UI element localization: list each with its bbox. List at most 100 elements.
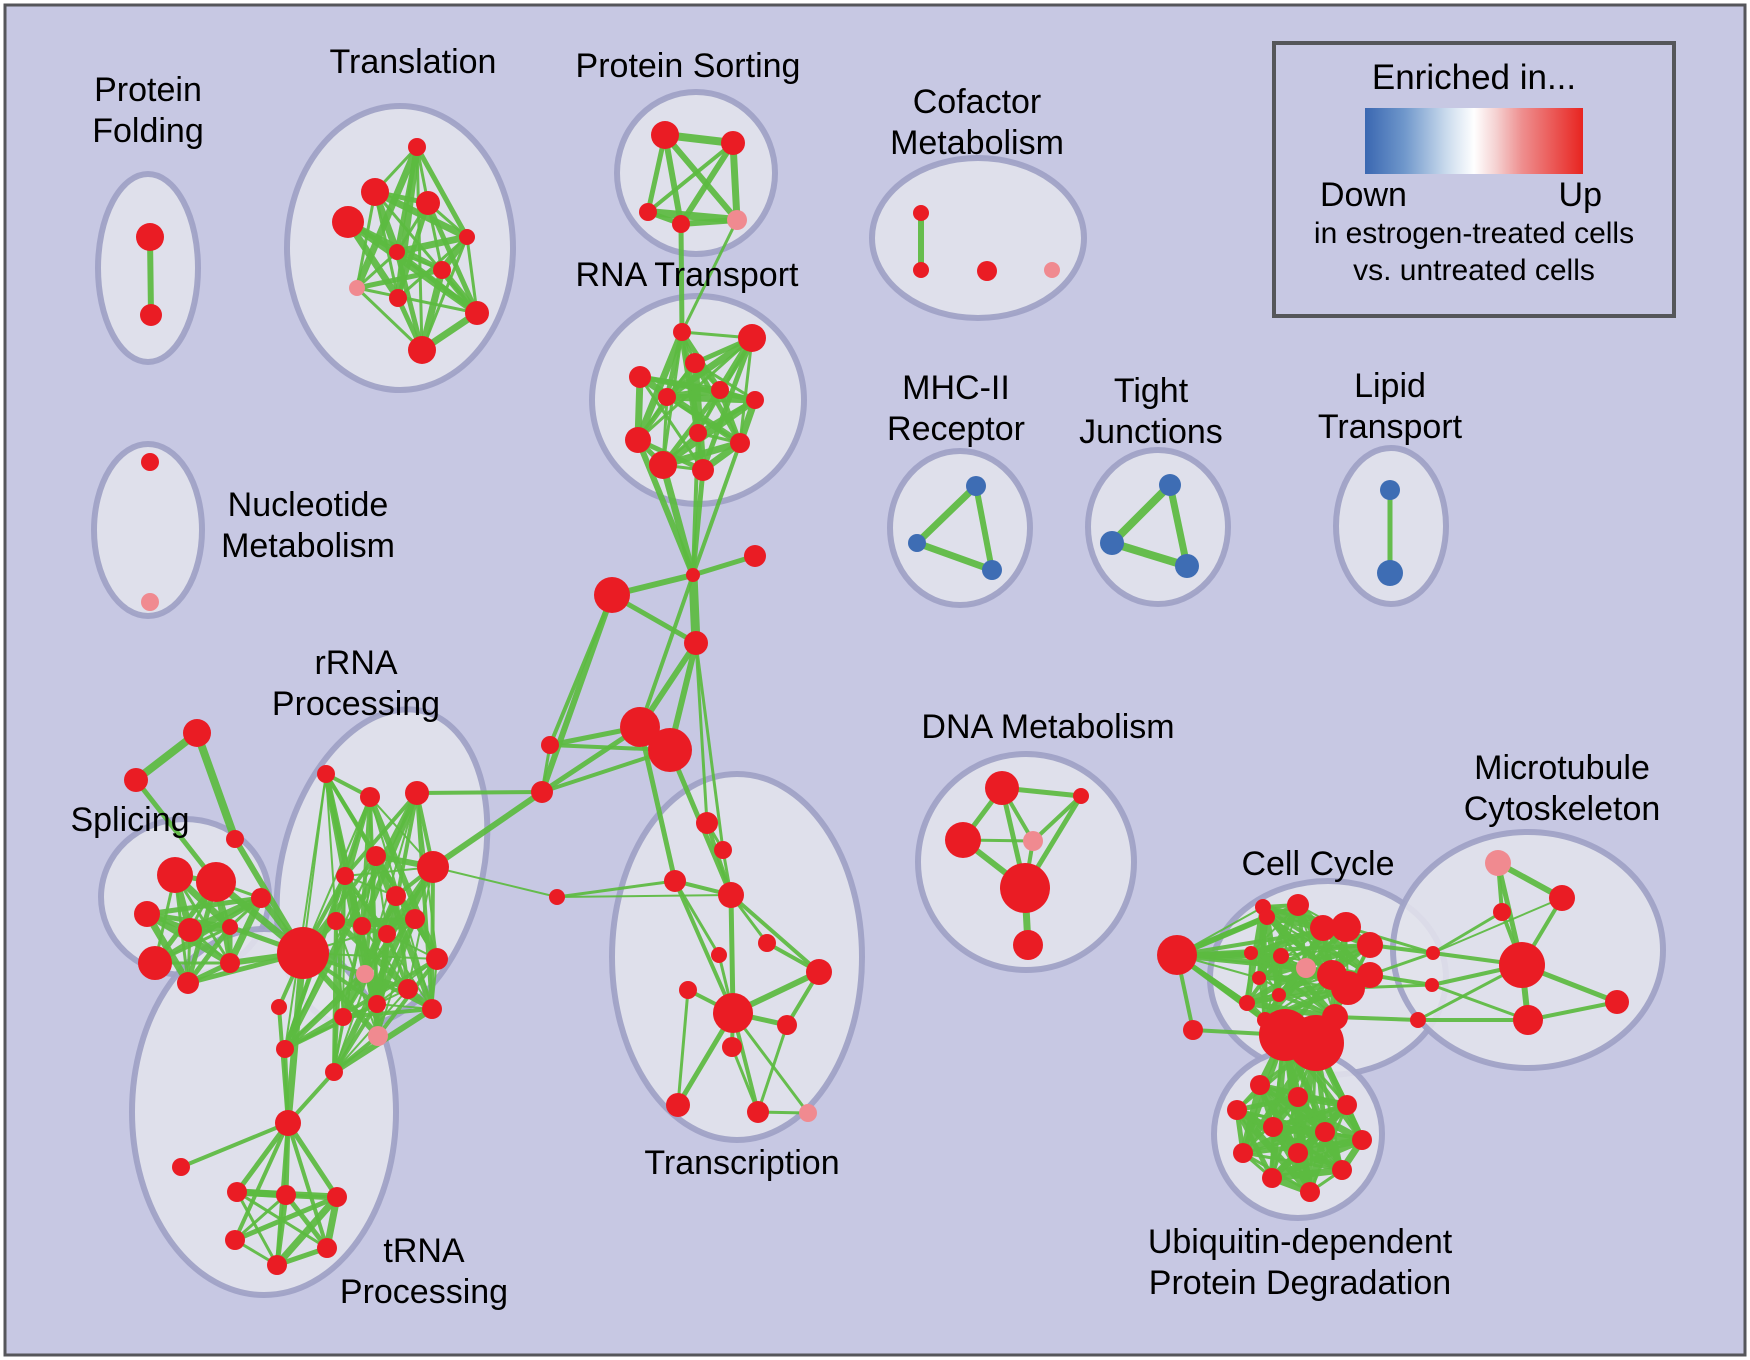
geneset-overlap-edge (913, 539, 996, 574)
gene-set-node (251, 888, 271, 908)
gene-set-node (157, 857, 193, 893)
geneset-overlap-edge (539, 592, 615, 795)
geneset-overlap-edge (274, 1192, 289, 1268)
legend-scale-labels: Down Up (1276, 174, 1672, 215)
geneset-overlap-edge (273, 1193, 341, 1269)
gene-set-node (985, 771, 1019, 805)
geneset-overlap-edge (415, 791, 434, 1011)
gene-set-node (327, 912, 345, 930)
cluster-label-dna-metabolism: DNA Metabolism (921, 708, 1174, 746)
gene-set-node (696, 812, 718, 834)
geneset-overlap-edge (226, 894, 265, 967)
gene-set-node (1157, 935, 1197, 975)
gene-set-node (1287, 894, 1309, 916)
gene-set-node (730, 433, 750, 453)
gene-set-node (711, 381, 729, 399)
cluster-label-translation: Translation (330, 43, 497, 81)
gene-set-node (361, 178, 389, 206)
geneset-overlap-edge (646, 141, 735, 214)
cluster-label-trna-processing: Processing (340, 1273, 508, 1311)
gene-set-node (267, 1255, 287, 1275)
gene-set-node (356, 965, 374, 983)
geneset-overlap-edge (355, 190, 377, 290)
cluster-label-microtubule-cytoskeleton: Cytoskeleton (1464, 790, 1661, 828)
geneset-overlap-edge (729, 139, 741, 224)
gene-set-node (226, 830, 244, 848)
legend-up-label: Up (1558, 176, 1602, 214)
gene-set-node (1352, 1130, 1372, 1150)
geneset-overlap-edge (1333, 1015, 1420, 1022)
gene-set-node (276, 1040, 294, 1058)
legend-title: Enriched in... (1371, 58, 1577, 97)
geneset-overlap-edge (659, 396, 759, 469)
gene-set-node (1159, 474, 1181, 496)
gene-set-node (398, 979, 418, 999)
legend-box: Enriched in... Down Up in estrogen-treat… (1272, 41, 1676, 318)
gene-set-node (1288, 1087, 1308, 1107)
geneset-overlap-edge (233, 1121, 290, 1242)
gene-set-node (966, 476, 986, 496)
gene-set-node (349, 280, 365, 296)
gene-set-node (777, 1015, 797, 1035)
gene-set-node (134, 901, 160, 927)
gene-set-node (722, 1037, 742, 1057)
cluster-label-nucleotide-metabolism: Metabolism (221, 527, 395, 565)
gene-set-node (378, 925, 396, 943)
geneset-overlap-edge (233, 1193, 288, 1242)
gene-set-node (1357, 932, 1383, 958)
geneset-overlap-edge (729, 893, 821, 974)
gene-set-node (664, 870, 686, 892)
gene-set-node (1357, 962, 1383, 988)
gene-set-node (225, 1230, 245, 1250)
cluster-label-trna-processing: tRNA (383, 1232, 465, 1270)
gene-set-node (141, 453, 159, 471)
gene-set-node (277, 927, 329, 979)
gene-set-node (417, 851, 449, 883)
geneset-overlap-edge (341, 1007, 434, 1019)
cluster-label-rna-transport: RNA Transport (576, 256, 800, 294)
geneset-overlap-edge (234, 1120, 291, 1195)
gene-set-node (465, 301, 489, 325)
gene-set-node (620, 707, 660, 747)
gene-set-node (718, 882, 744, 908)
geneset-overlap-edge (179, 1121, 290, 1169)
cluster-label-splicing: Splicing (70, 801, 189, 839)
geneset-overlap-edge (555, 879, 677, 899)
geneset-overlap-edge (691, 441, 742, 577)
geneset-overlap-edge (973, 483, 995, 573)
gene-set-node (799, 1104, 817, 1122)
geneset-overlap-edge (283, 957, 439, 1051)
gene-set-node (1044, 262, 1060, 278)
gene-set-node (689, 424, 707, 442)
gene-set-node (177, 972, 199, 994)
geneset-overlap-edge (341, 924, 364, 1019)
cluster-label-ubiquitin-dependent-protein-degradation: Ubiquitin-dependent (1148, 1223, 1453, 1261)
cluster-label-nucleotide-metabolism: Nucleotide (228, 486, 389, 524)
gene-set-node (172, 1158, 190, 1176)
gene-set-node (1300, 1182, 1320, 1202)
gene-set-node (138, 946, 172, 980)
geneset-overlap-edge (1432, 897, 1563, 954)
cluster-label-transcription: Transcription (644, 1144, 839, 1182)
gene-set-node (658, 388, 676, 406)
gene-set-node (271, 999, 287, 1015)
cluster-label-mhc-ii-receptor: Receptor (887, 410, 1025, 448)
cluster-ellipse-tight-junctions (1085, 447, 1231, 607)
geneset-overlap-edge (678, 140, 736, 227)
cluster-label-protein-folding: Folding (92, 112, 204, 150)
cluster-label-cell-cycle: Cell Cycle (1241, 845, 1394, 883)
geneset-overlap-edge (662, 132, 684, 227)
gene-set-node (1288, 1143, 1308, 1163)
geneset-overlap-edge (465, 235, 479, 315)
geneset-overlap-edge (1250, 904, 1299, 954)
gene-set-node (276, 1185, 296, 1205)
geneset-overlap-edge (432, 866, 558, 898)
gene-set-node (124, 768, 148, 792)
legend-caption-line1: in estrogen-treated cells (1313, 217, 1635, 250)
cluster-label-protein-sorting: Protein Sorting (576, 47, 801, 85)
geneset-overlap-edge (355, 250, 399, 290)
geneset-overlap-edge (556, 894, 732, 898)
geneset-overlap-edge (152, 895, 264, 966)
gene-set-node (721, 131, 745, 155)
geneset-overlap-edge (1431, 910, 1504, 955)
